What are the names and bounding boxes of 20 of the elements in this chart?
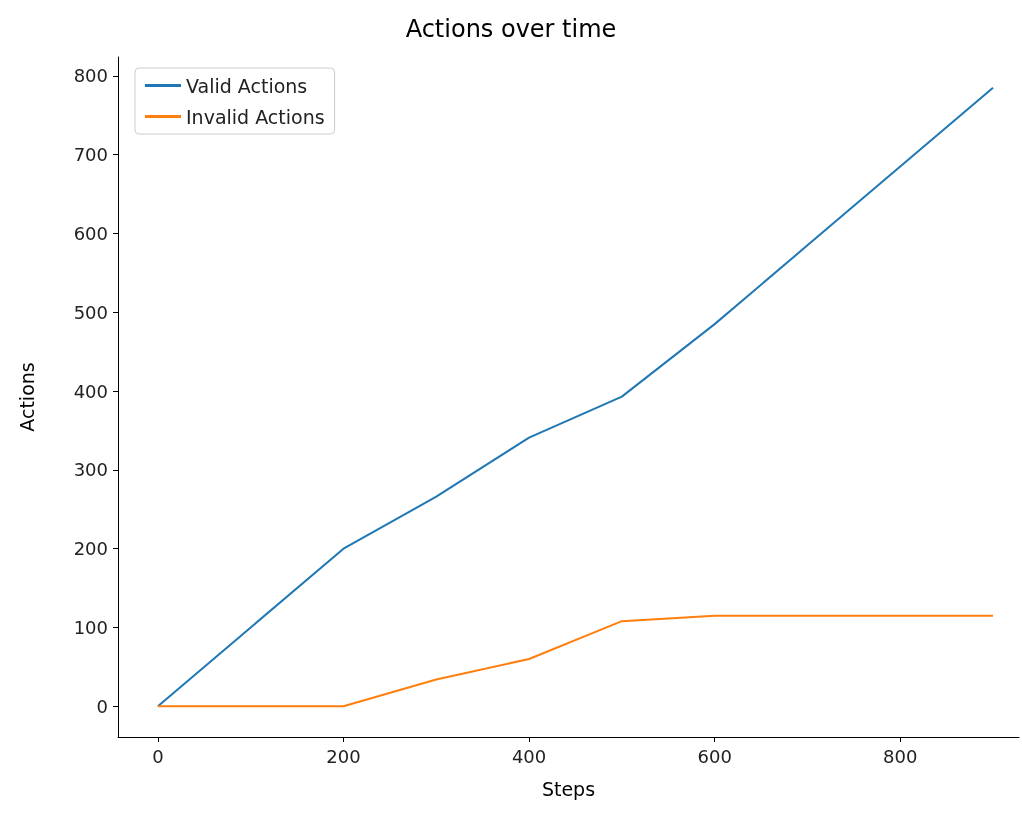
x-tick-label: 800 <box>883 745 918 767</box>
y-tick-label: 800 <box>73 65 108 87</box>
y-tick-label: 400 <box>73 380 108 402</box>
x-axis-title: Steps <box>541 777 596 800</box>
x-tick-label: 200 <box>326 745 361 767</box>
chart-title: Actions over time <box>405 15 617 43</box>
y-tick-label: 0 <box>96 695 108 717</box>
y-tick-label: 700 <box>73 144 108 166</box>
x-tick-label: 600 <box>697 745 732 767</box>
y-tick-label: 300 <box>73 459 108 481</box>
y-tick-label: 100 <box>73 616 108 638</box>
y-tick-label: 600 <box>73 223 108 244</box>
line-series <box>156 614 995 708</box>
legend-label: Valid Actions <box>186 74 308 97</box>
legend-label: Invalid Actions <box>186 105 325 128</box>
y-tick-label: 200 <box>73 538 108 560</box>
y-axis-title: Actions <box>15 362 38 432</box>
y-tick-label: 500 <box>73 301 108 323</box>
x-tick-label: 0 <box>152 745 164 767</box>
x-tick-label: 400 <box>511 745 547 767</box>
